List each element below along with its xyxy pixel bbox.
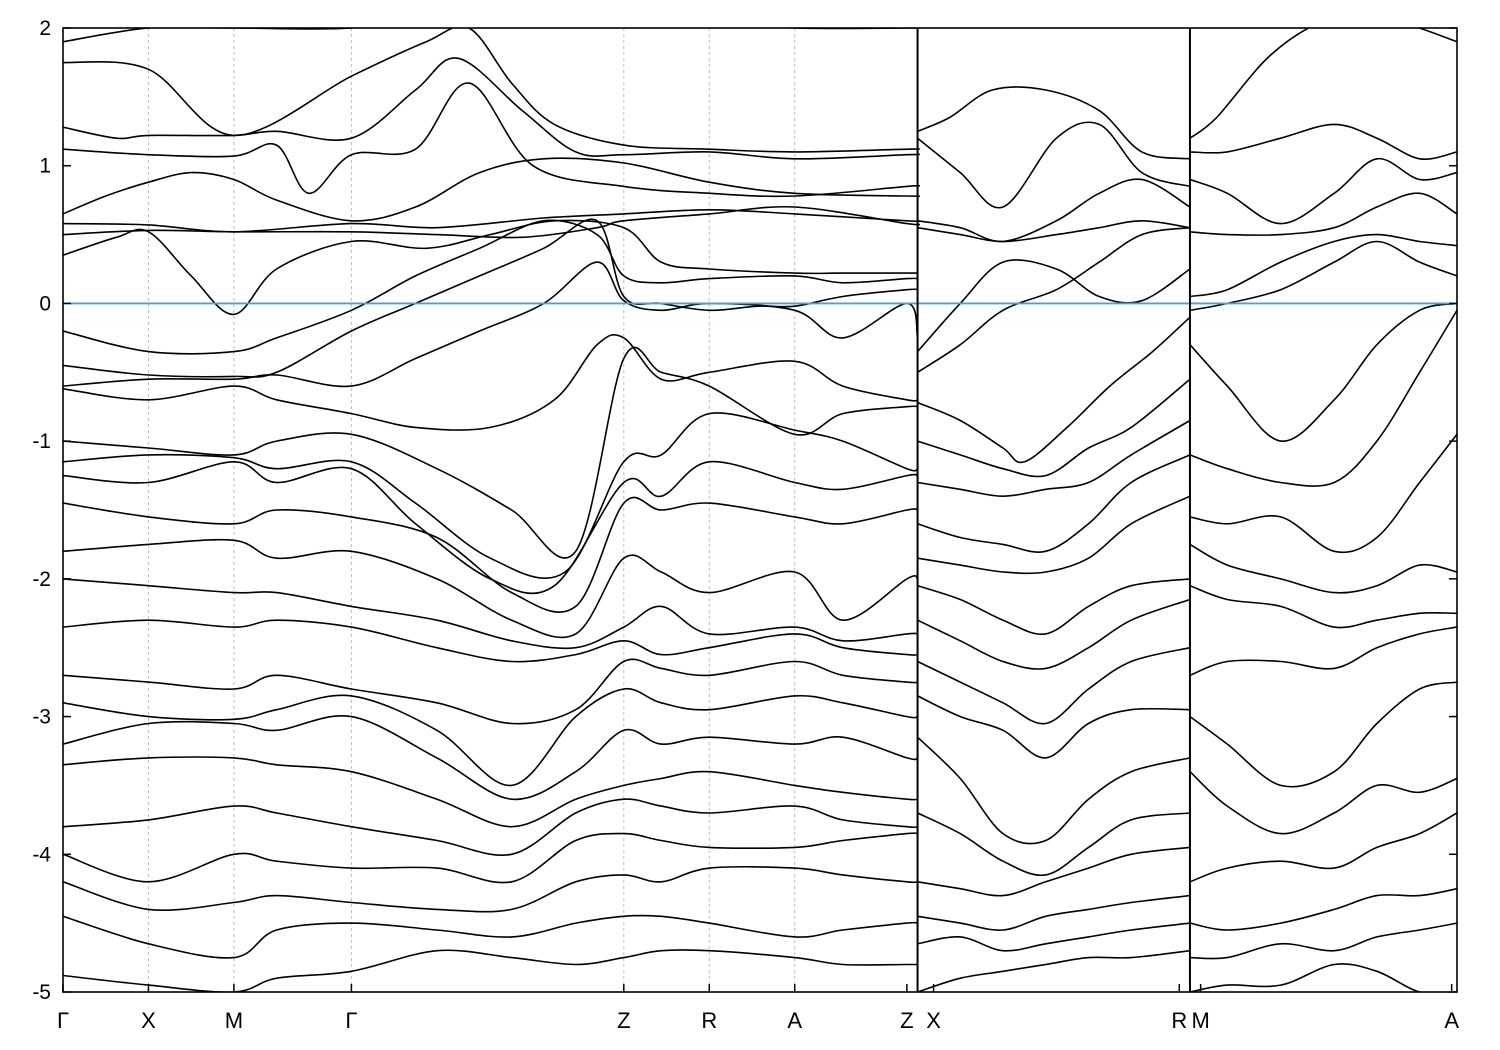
y-tick-label: -1 — [32, 430, 51, 453]
plot-frame — [62, 27, 1458, 993]
band-line-19 — [63, 658, 918, 725]
band-line-43 — [917, 736, 1191, 845]
band-line-56 — [1189, 309, 1457, 487]
y-tick-label: -2 — [32, 568, 51, 591]
band-line-36 — [917, 419, 1191, 498]
y-tick-label: 2 — [39, 17, 51, 40]
band-line-14 — [63, 460, 918, 595]
band-line-29 — [917, 121, 1191, 209]
band-line-60 — [1189, 626, 1457, 677]
band-line-41 — [917, 646, 1191, 725]
band-line-27 — [63, 949, 918, 992]
band-line-54 — [1189, 240, 1457, 312]
band-line-35 — [917, 378, 1191, 478]
band-line-2 — [63, 57, 921, 160]
band-line-23 — [63, 798, 918, 856]
band-line-59 — [1189, 584, 1457, 629]
band-line-11 — [63, 333, 918, 431]
band-line-62 — [1189, 771, 1457, 835]
y-tick-label: -5 — [32, 981, 51, 1004]
band-line-39 — [917, 578, 1191, 636]
bands-group — [63, 28, 1457, 992]
band-line-42 — [917, 695, 1191, 759]
y-tick-label: -4 — [32, 843, 51, 866]
band-line-34 — [917, 316, 1191, 464]
band-line-3 — [63, 82, 921, 198]
band-line-25 — [63, 865, 918, 913]
band-line-50 — [1189, 123, 1457, 161]
band-line-66 — [1189, 963, 1457, 992]
band-line-13 — [63, 412, 918, 580]
band-line-17 — [63, 578, 918, 650]
band-line-61 — [1189, 681, 1457, 788]
kpoint-label: Z — [900, 1008, 913, 1033]
band-line-49 — [1189, 28, 1457, 139]
band-line-20 — [63, 687, 918, 787]
band-line-4 — [63, 157, 921, 222]
kpoint-label: R — [701, 1008, 717, 1033]
band-line-33 — [917, 226, 1191, 373]
band-line-26 — [63, 914, 918, 959]
band-line-58 — [1189, 543, 1457, 594]
band-line-55 — [1189, 302, 1457, 442]
band-line-5 — [63, 208, 921, 233]
kpoint-label: M — [1191, 1008, 1209, 1033]
band-line-0 — [63, 28, 921, 43]
kpoint-label: M — [225, 1008, 243, 1033]
kpoint-label: A — [1444, 1008, 1459, 1033]
band-line-15 — [63, 496, 918, 613]
band-line-18 — [63, 619, 918, 663]
band-line-28 — [917, 86, 1191, 160]
kpoint-label: A — [787, 1008, 802, 1033]
band-line-22 — [63, 756, 918, 828]
band-line-51 — [1189, 157, 1457, 225]
kpoint-label: Γ — [57, 1008, 69, 1033]
band-line-44 — [917, 812, 1191, 877]
band-line-64 — [1189, 887, 1457, 931]
band-line-46 — [917, 894, 1191, 931]
band-line-38 — [917, 495, 1191, 575]
band-line-47 — [917, 922, 1191, 952]
band-line-32 — [917, 259, 1191, 353]
band-line-12 — [63, 346, 918, 559]
y-tick-label: 1 — [39, 155, 51, 178]
y-tick-label: -3 — [32, 706, 51, 729]
band-line-7 — [63, 219, 918, 316]
band-line-65 — [1189, 922, 1457, 960]
band-line-6 — [63, 205, 921, 239]
band-line-30 — [917, 178, 1191, 243]
kpoint-label: R — [1171, 1008, 1187, 1033]
band-line-40 — [917, 598, 1191, 670]
kpoint-label: X — [141, 1008, 156, 1033]
y-tick-label: 0 — [39, 292, 51, 315]
kpoint-label: Z — [617, 1008, 630, 1033]
kpoint-label: X — [926, 1008, 941, 1033]
kpoint-label: Γ — [345, 1008, 357, 1033]
band-line-52 — [1189, 192, 1457, 236]
band-line-16 — [63, 538, 919, 639]
band-line-10 — [63, 261, 919, 388]
band-line-24 — [63, 832, 918, 884]
band-line-57 — [1189, 433, 1457, 554]
band-line-48 — [917, 949, 1191, 992]
band-line-8 — [63, 219, 918, 355]
band-line-1 — [63, 28, 921, 153]
band-line-53 — [1189, 233, 1457, 298]
band-line-37 — [917, 454, 1191, 553]
band-line-31 — [917, 219, 1191, 243]
band-line-45 — [917, 846, 1191, 897]
band-line-21 — [63, 715, 918, 801]
band-line-63 — [1189, 812, 1457, 883]
